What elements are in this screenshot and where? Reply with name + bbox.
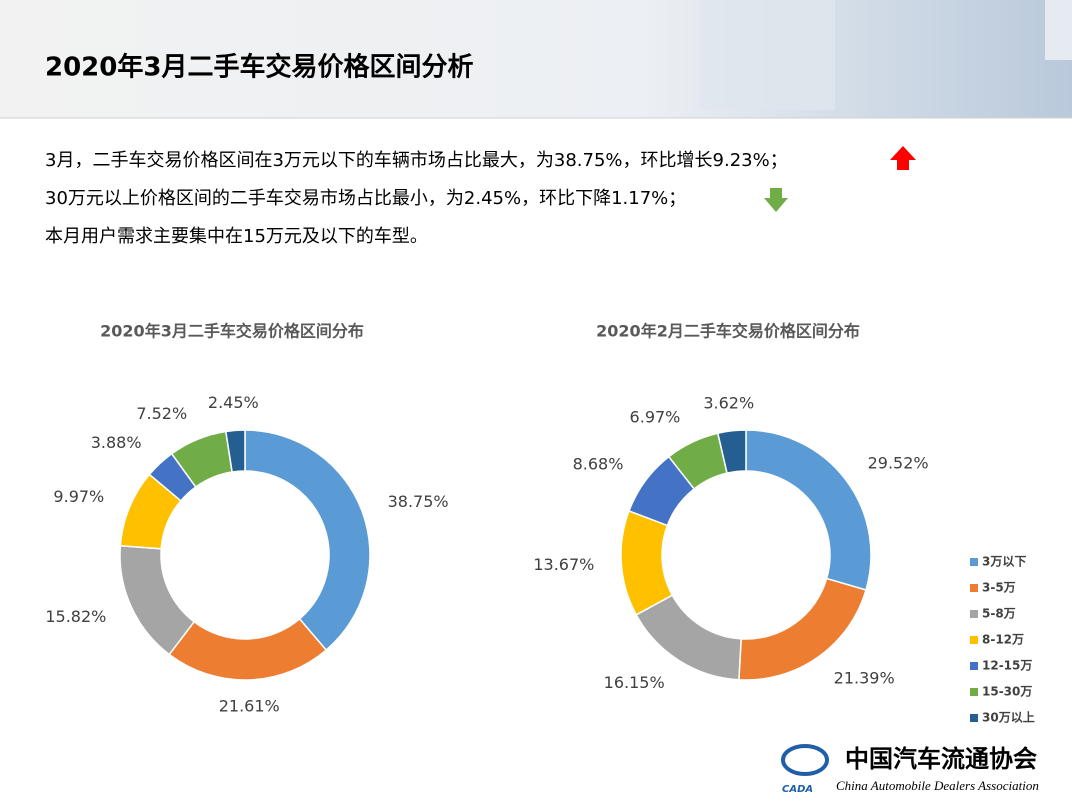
legend-label: 3万以下 xyxy=(982,555,1026,569)
paragraph: 3月，二手车交易价格区间在3万元以下的车辆市场占比最大，为38.75%，环比增长… xyxy=(45,150,788,171)
legend-swatch xyxy=(970,610,978,618)
donut-segment xyxy=(224,429,246,473)
legend-swatch xyxy=(970,584,978,592)
legend-swatch xyxy=(970,558,978,566)
donut-segment xyxy=(620,509,674,616)
page-title: 2020年3月二手车交易价格区间分析 xyxy=(45,52,473,83)
data-label: 21.39% xyxy=(834,669,895,688)
data-label: 15.82% xyxy=(45,607,106,626)
logo: CADA 中国汽车流通协会 China Automobile Dealers A… xyxy=(781,744,1039,795)
donut-segment xyxy=(745,429,872,591)
donut-segment xyxy=(716,429,747,475)
paragraph: 30万元以上价格区间的二手车交易市场占比最小，为2.45%，环比下降1.17%； xyxy=(45,188,686,209)
down-arrow xyxy=(764,188,788,212)
data-label: 16.15% xyxy=(604,673,665,692)
header-decor xyxy=(1045,0,1072,60)
data-label: 3.88% xyxy=(91,433,142,452)
donut-segment xyxy=(244,429,371,652)
data-label: 8.68% xyxy=(573,455,624,474)
legend-swatch xyxy=(970,662,978,670)
legend-label: 5-8万 xyxy=(982,607,1016,621)
chart-title: 2020年3月二手车交易价格区间分布 xyxy=(100,322,364,341)
data-label: 21.61% xyxy=(219,696,280,715)
data-label: 9.97% xyxy=(53,487,104,506)
data-label: 13.67% xyxy=(533,555,594,574)
legend-label: 30万以上 xyxy=(982,710,1035,725)
legend-label: 3-5万 xyxy=(982,581,1016,595)
legend-swatch xyxy=(970,636,978,644)
header-decor xyxy=(700,0,835,110)
data-label: 2.45% xyxy=(208,393,259,412)
logo-english: China Automobile Dealers Association xyxy=(836,778,1039,793)
logo-abbr: CADA xyxy=(782,784,813,795)
data-label: 38.75% xyxy=(388,492,449,511)
data-label: 7.52% xyxy=(136,404,187,423)
donut-segment xyxy=(168,617,328,681)
chart-title: 2020年2月二手车交易价格区间分布 xyxy=(596,322,860,341)
logo-mark xyxy=(781,744,829,776)
legend-label: 12-15万 xyxy=(982,659,1032,673)
data-label: 29.52% xyxy=(868,453,929,472)
donut-segment xyxy=(635,594,742,681)
legend-label: 8-12万 xyxy=(982,633,1024,647)
data-label: 6.97% xyxy=(630,407,681,426)
logo-name: 中国汽车流通协会 xyxy=(845,745,1037,773)
data-label: 3.62% xyxy=(703,393,754,412)
legend-label: 15-30万 xyxy=(982,685,1032,699)
header-band xyxy=(0,0,1072,118)
paragraph: 本月用户需求主要集中在15万元及以下的车型。 xyxy=(45,226,428,247)
up-arrow xyxy=(890,146,916,170)
legend-swatch xyxy=(970,688,978,696)
donut-segment xyxy=(738,577,867,681)
legend-swatch xyxy=(970,714,978,722)
